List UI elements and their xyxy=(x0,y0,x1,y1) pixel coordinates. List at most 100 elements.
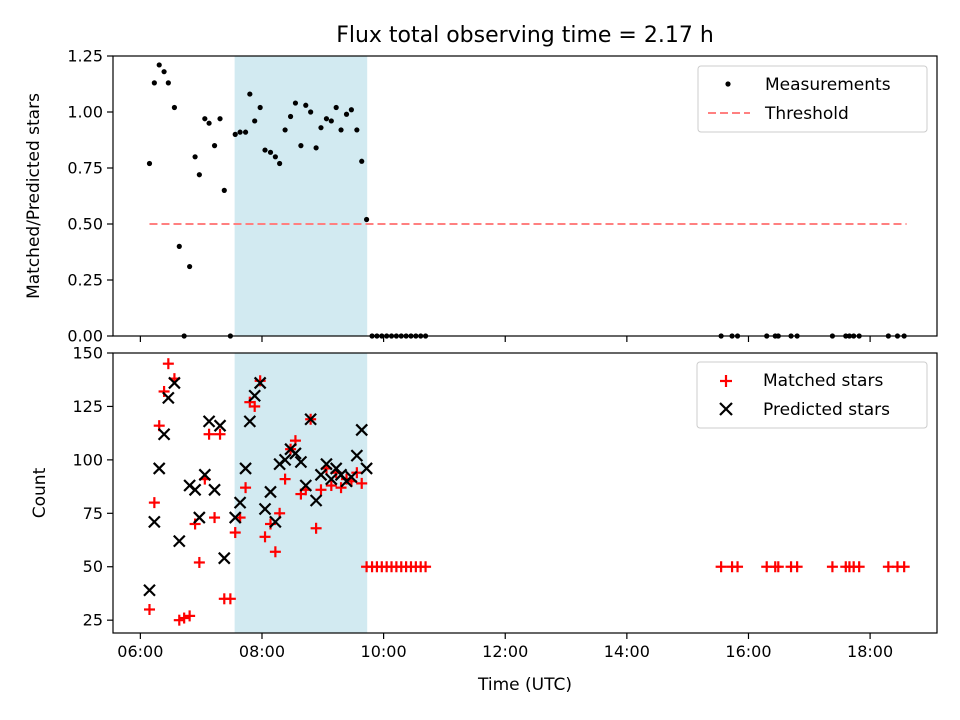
top-y-axis-label: Matched/Predicted stars xyxy=(24,93,44,299)
predicted-star-point xyxy=(309,494,323,507)
x-tick-label: 18:00 xyxy=(847,642,893,661)
predicted-star-point xyxy=(320,457,333,471)
predicted-star-point xyxy=(228,511,242,524)
predicted-star-point xyxy=(294,455,308,469)
measurement-point xyxy=(272,154,278,160)
measurement-point xyxy=(237,129,243,135)
top-highlight-span xyxy=(234,56,368,336)
predicted-star-point xyxy=(264,485,277,499)
measurement-point xyxy=(348,107,354,113)
legend-predicted-label: Predicted stars xyxy=(763,400,890,420)
matched-star-point xyxy=(898,561,910,573)
predicted-star-point xyxy=(143,583,156,597)
matched-star-point xyxy=(420,561,432,573)
x-tick-label: 14:00 xyxy=(604,642,650,661)
matched-star-point xyxy=(310,522,322,534)
predicted-star-point xyxy=(202,415,216,428)
top-y-tick-label: 0.00 xyxy=(67,327,103,346)
predicted-star-point xyxy=(188,483,202,497)
top-y-ticks: 0.00 0.25 0.50 0.75 1.00 1.25 xyxy=(67,47,113,346)
top-legend: Measurements Threshold xyxy=(697,65,928,133)
measurement-point xyxy=(359,158,365,164)
measurement-point xyxy=(187,263,193,270)
predicted-star-point xyxy=(314,468,328,482)
matched-star-point xyxy=(315,484,327,496)
measurement-point xyxy=(165,80,171,86)
matched-star-point xyxy=(173,614,185,626)
x-tick-label: 12:00 xyxy=(482,642,528,661)
matched-star-point xyxy=(715,561,727,573)
x-tick-label: 16:00 xyxy=(725,642,771,661)
legend-threshold-label: Threshold xyxy=(764,104,849,124)
predicted-star-point xyxy=(208,483,221,497)
top-y-tick-label: 0.75 xyxy=(67,159,103,178)
predicted-star-point xyxy=(168,376,181,390)
bottom-y-tick-label: 75 xyxy=(83,504,103,523)
measurement-point xyxy=(242,129,249,135)
chart-title: Flux total observing time = 2.17 h xyxy=(336,23,714,48)
bottom-y-tick-label: 25 xyxy=(83,611,103,630)
bottom-x-ticks: 06:00 08:00 10:00 12:00 14:00 16:00 18:00 xyxy=(117,633,893,661)
measurement-point xyxy=(354,127,360,133)
measurement-point xyxy=(221,187,227,193)
measurement-point xyxy=(146,160,153,167)
measurement-point xyxy=(277,160,283,167)
measurement-point xyxy=(308,109,314,115)
matched-star-point xyxy=(240,482,252,494)
predicted-star-point xyxy=(350,449,364,462)
matched-star-point xyxy=(162,358,174,370)
bottom-y-tick-label: 150 xyxy=(72,344,103,363)
predicted-star-point xyxy=(258,502,272,516)
predicted-star-point xyxy=(355,423,368,437)
x-axis-label: Time (UTC) xyxy=(477,675,572,695)
measurement-point xyxy=(318,125,324,131)
measurement-point xyxy=(333,104,339,111)
measurement-point xyxy=(211,143,218,149)
predicted-star-point xyxy=(233,496,247,509)
matched-star-point xyxy=(158,385,170,397)
predicted-star-point xyxy=(162,391,175,405)
measurement-point xyxy=(156,62,162,68)
measurement-point xyxy=(202,116,208,122)
matched-star-point xyxy=(224,593,236,605)
bottom-legend: Matched stars Predicted stars xyxy=(696,361,928,429)
predicted-star-point xyxy=(278,453,292,467)
top-y-tick-label: 1.00 xyxy=(67,103,103,122)
matched-star-point xyxy=(189,518,201,530)
bottom-y-tick-label: 125 xyxy=(72,397,103,416)
predicted-star-point xyxy=(152,462,166,475)
measurement-point xyxy=(298,143,304,149)
measurement-point xyxy=(247,91,253,97)
measurement-point xyxy=(287,113,294,120)
measurement-point xyxy=(232,131,238,137)
measurement-point xyxy=(267,149,274,155)
predicted-stars-points xyxy=(143,376,373,597)
measurement-point xyxy=(338,127,344,133)
bottom-legend-box xyxy=(696,361,928,429)
measurement-point xyxy=(363,216,370,223)
measurement-point xyxy=(303,102,309,108)
top-panel: 0.00 0.25 0.50 0.75 1.00 1.25 Flux total obse… xyxy=(24,23,938,346)
matched-star-point xyxy=(259,531,271,543)
predicted-star-point xyxy=(148,515,161,529)
matched-star-point xyxy=(325,480,337,492)
predicted-star-point xyxy=(213,419,227,432)
matched-star-point xyxy=(335,482,347,494)
measurement-point xyxy=(323,116,330,122)
predicted-star-point xyxy=(269,515,282,529)
measurement-point xyxy=(196,172,202,178)
predicted-star-point xyxy=(218,551,231,565)
measurement-point xyxy=(206,120,212,126)
bottom-y-tick-label: 50 xyxy=(83,557,103,576)
measurement-point xyxy=(192,154,198,160)
predicted-star-point xyxy=(193,511,206,524)
measurement-point xyxy=(282,127,288,133)
matched-star-point xyxy=(143,603,155,615)
matched-star-point xyxy=(184,610,196,622)
matched-star-point xyxy=(178,612,190,624)
x-tick-label: 10:00 xyxy=(361,642,407,661)
matched-star-point xyxy=(853,561,865,573)
predicted-star-point xyxy=(253,376,267,390)
measurement-point xyxy=(252,118,258,124)
